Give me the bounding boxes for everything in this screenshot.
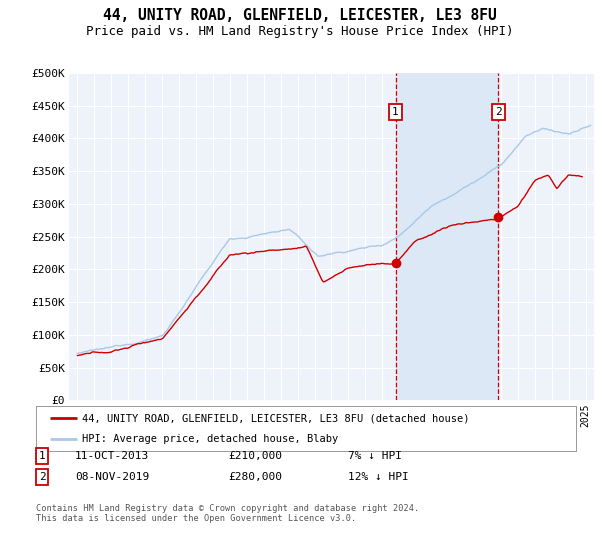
Text: 44, UNITY ROAD, GLENFIELD, LEICESTER, LE3 8FU: 44, UNITY ROAD, GLENFIELD, LEICESTER, LE…: [103, 8, 497, 24]
Text: 44, UNITY ROAD, GLENFIELD, LEICESTER, LE3 8FU (detached house): 44, UNITY ROAD, GLENFIELD, LEICESTER, LE…: [82, 413, 469, 423]
Text: HPI: Average price, detached house, Blaby: HPI: Average price, detached house, Blab…: [82, 433, 338, 444]
Bar: [395, 73, 499, 400]
Text: 2: 2: [495, 107, 502, 117]
Text: 11-OCT-2013: 11-OCT-2013: [75, 451, 149, 461]
Text: 2: 2: [38, 472, 46, 482]
Text: £210,000: £210,000: [228, 451, 282, 461]
Text: Price paid vs. HM Land Registry's House Price Index (HPI): Price paid vs. HM Land Registry's House …: [86, 25, 514, 38]
Text: 7% ↓ HPI: 7% ↓ HPI: [348, 451, 402, 461]
Text: 1: 1: [392, 107, 399, 117]
Text: Contains HM Land Registry data © Crown copyright and database right 2024.
This d: Contains HM Land Registry data © Crown c…: [36, 504, 419, 524]
Text: 08-NOV-2019: 08-NOV-2019: [75, 472, 149, 482]
Text: £280,000: £280,000: [228, 472, 282, 482]
Text: 1: 1: [38, 451, 46, 461]
Text: 12% ↓ HPI: 12% ↓ HPI: [348, 472, 409, 482]
